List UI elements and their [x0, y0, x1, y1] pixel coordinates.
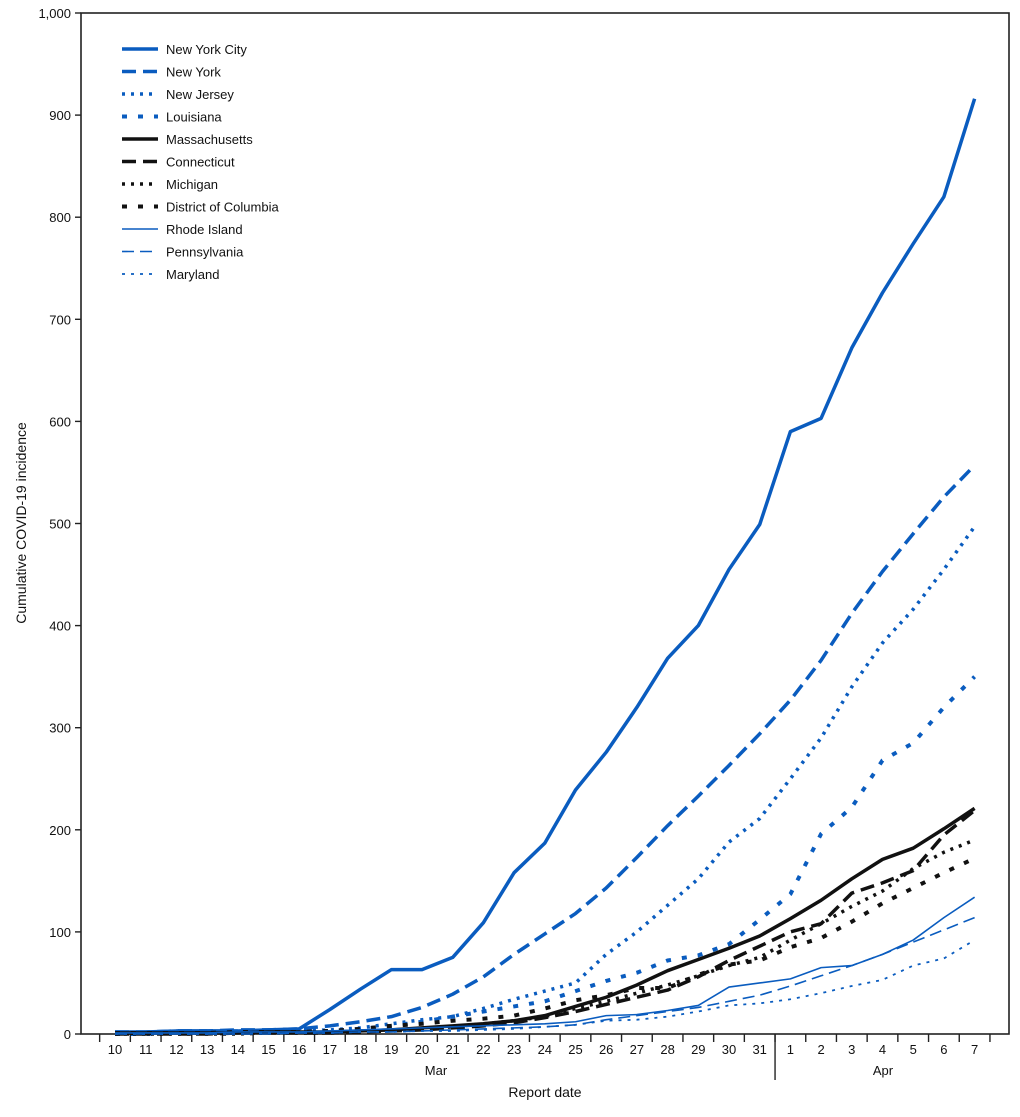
legend-label-district-of-columbia: District of Columbia — [166, 200, 279, 215]
x-tick-label: 5 — [910, 1042, 917, 1057]
month-label-apr: Apr — [873, 1063, 894, 1078]
x-tick-label: 10 — [108, 1042, 122, 1057]
x-tick-label: 14 — [231, 1042, 245, 1057]
x-tick-label: 20 — [415, 1042, 429, 1057]
y-tick-label: 1,000 — [38, 6, 71, 21]
series-line-new-york-city — [115, 98, 977, 1034]
x-tick-label: 19 — [384, 1042, 398, 1057]
x-tick-label: 17 — [323, 1042, 337, 1057]
series-line-rhode-island — [115, 896, 976, 1034]
x-tick-label: 30 — [722, 1042, 736, 1057]
legend-label-louisiana: Louisiana — [166, 110, 222, 125]
x-tick-label: 7 — [971, 1042, 978, 1057]
x-tick-label: 15 — [261, 1042, 275, 1057]
x-tick-label: 4 — [879, 1042, 886, 1057]
series-michigan — [115, 838, 976, 1036]
y-tick-label: 200 — [49, 823, 71, 838]
series-new-jersey — [115, 525, 977, 1035]
x-tick-label: 31 — [752, 1042, 766, 1057]
x-tick-label: 27 — [630, 1042, 644, 1057]
legend-label-new-york-city: New York City — [166, 42, 247, 57]
x-tick-label: 2 — [817, 1042, 824, 1057]
y-tick-label: 900 — [49, 108, 71, 123]
series-line-pennsylvania — [115, 916, 975, 1035]
y-axis-label: Cumulative COVID-19 incidence — [13, 422, 29, 624]
x-tick-label: 13 — [200, 1042, 214, 1057]
y-tick-label: 300 — [49, 721, 71, 736]
x-tick-label: 28 — [660, 1042, 674, 1057]
month-label-mar: Mar — [425, 1063, 448, 1078]
series-maryland — [115, 939, 976, 1035]
y-tick-label: 500 — [49, 517, 71, 532]
y-tick-label: 600 — [49, 414, 71, 429]
series-pennsylvania — [115, 916, 975, 1035]
x-tick-label: 24 — [538, 1042, 552, 1057]
legend-label-michigan: Michigan — [166, 177, 218, 192]
x-tick-label: 26 — [599, 1042, 613, 1057]
x-tick-label: 6 — [940, 1042, 947, 1057]
x-tick-label: 12 — [169, 1042, 183, 1057]
legend-label-maryland: Maryland — [166, 267, 219, 282]
series-line-connecticut — [115, 809, 976, 1036]
y-tick-label: 0 — [64, 1027, 71, 1042]
y-tick-label: 800 — [49, 210, 71, 225]
x-tick-label: 11 — [139, 1042, 153, 1057]
y-tick-label: 400 — [49, 619, 71, 634]
legend-label-rhode-island: Rhode Island — [166, 222, 243, 237]
x-tick-label: 16 — [292, 1042, 306, 1057]
series-line-michigan — [115, 838, 976, 1036]
legend-label-new-jersey: New Jersey — [166, 87, 234, 102]
x-tick-label: 3 — [848, 1042, 855, 1057]
series-line-new-jersey — [115, 525, 977, 1035]
series-rhode-island — [115, 896, 976, 1034]
x-tick-label: 1 — [787, 1042, 794, 1057]
y-tick-label: 700 — [49, 312, 71, 327]
series-line-louisiana — [115, 675, 977, 1036]
x-tick-label: 29 — [691, 1042, 705, 1057]
legend-label-massachusetts: Massachusetts — [166, 132, 253, 147]
legend-label-connecticut: Connecticut — [166, 155, 235, 170]
x-axis-label: Report date — [508, 1084, 581, 1100]
x-tick-label: 22 — [476, 1042, 490, 1057]
series-louisiana — [115, 675, 977, 1036]
x-tick-label: 23 — [507, 1042, 521, 1057]
x-tick-label: 25 — [568, 1042, 582, 1057]
series-connecticut — [115, 809, 976, 1036]
series-new-york — [115, 464, 976, 1034]
series-line-new-york — [115, 464, 976, 1034]
series-new-york-city — [115, 98, 977, 1034]
series-line-maryland — [115, 939, 976, 1035]
x-tick-label: 18 — [353, 1042, 367, 1057]
y-tick-label: 100 — [49, 925, 71, 940]
x-tick-label: 21 — [445, 1042, 459, 1057]
legend-label-new-york: New York — [166, 65, 221, 80]
legend-label-pennsylvania: Pennsylvania — [166, 245, 244, 260]
